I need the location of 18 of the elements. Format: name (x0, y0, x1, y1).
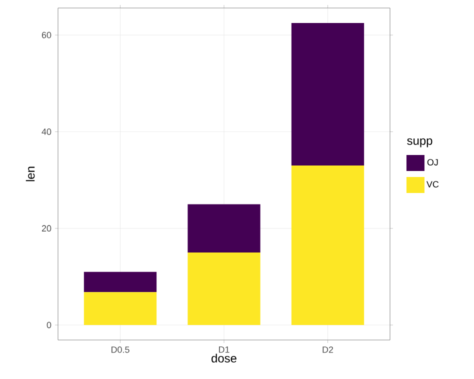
x-tick-label: D1 (219, 346, 230, 353)
y-tick-label: 40 (42, 128, 52, 135)
x-tick-label: D2 (322, 346, 334, 353)
bar (84, 272, 157, 292)
bar (291, 166, 364, 326)
y-tick-label: 20 (42, 225, 52, 232)
bar (84, 292, 157, 326)
x-tick-label: D0.5 (112, 346, 130, 353)
y-tick-label: 60 (42, 32, 52, 38)
bar (188, 204, 260, 253)
legend-title: supp (407, 138, 432, 148)
y-tick-label: 0 (46, 322, 52, 328)
y-axis-title: len (26, 166, 35, 182)
x-axis-title: dose (212, 354, 236, 362)
bar (188, 252, 260, 326)
bar (291, 22, 364, 166)
legend-label: OJ (427, 159, 438, 166)
legend-label: VC (426, 181, 439, 188)
